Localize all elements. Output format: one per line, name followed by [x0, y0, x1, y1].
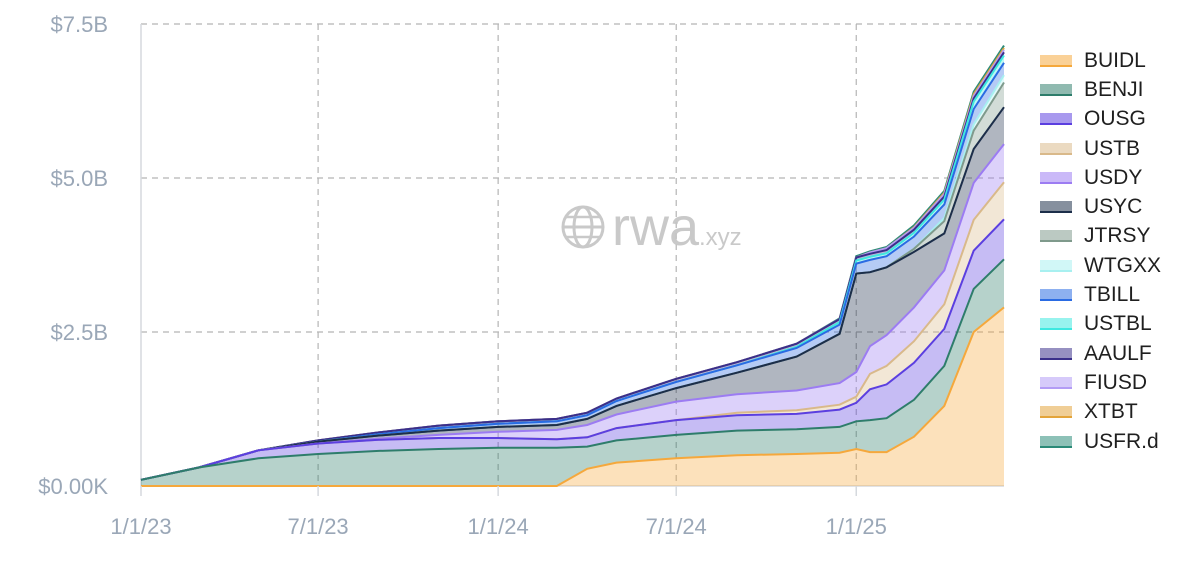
legend-item-ustbl[interactable]: USTBL [1040, 310, 1190, 339]
x-tick-label-2: 1/1/24 [468, 514, 529, 539]
legend-label: USDY [1084, 165, 1143, 189]
watermark: rwa .xyz [560, 196, 742, 258]
legend-label: FIUSD [1084, 370, 1147, 394]
legend-label: USTB [1084, 136, 1141, 160]
line-buidl [141, 306, 1005, 487]
legend-item-usyc[interactable]: USYC [1040, 192, 1190, 221]
legend-swatch [1040, 318, 1072, 331]
legend-swatch [1040, 142, 1072, 155]
legend-item-benji[interactable]: BENJI [1040, 75, 1190, 104]
y-tick-label-1: $2.5B [51, 320, 109, 345]
legend-swatch [1040, 435, 1072, 448]
legend-label: TBILL [1084, 283, 1141, 307]
y-tick-label-3: $7.5B [51, 12, 109, 37]
legend-label: AAULF [1084, 341, 1152, 365]
legend-item-buidl[interactable]: BUIDL [1040, 46, 1190, 75]
legend-label: OUSG [1084, 107, 1146, 131]
legend-item-fiusd[interactable]: FIUSD [1040, 368, 1190, 397]
legend-swatch [1040, 376, 1072, 389]
legend-label: BUIDL [1084, 48, 1146, 72]
legend-label: USYC [1084, 195, 1143, 219]
legend-item-tbill[interactable]: TBILL [1040, 280, 1190, 309]
watermark-main: rwa [612, 197, 700, 257]
y-axis: $0.00K $2.5B $5.0B $7.5B [38, 12, 108, 499]
legend-swatch [1040, 201, 1072, 214]
legend-swatch [1040, 259, 1072, 272]
y-tick-label-0: $0.00K [38, 474, 108, 499]
line-ousg [140, 218, 1005, 481]
legend-swatch [1040, 113, 1072, 126]
area-usyc [141, 107, 1004, 480]
grid-lines [140, 23, 1004, 487]
legend-label: WTGXX [1084, 253, 1161, 277]
x-tick-label-3: 7/1/24 [646, 514, 707, 539]
legend-label: XTBT [1084, 400, 1138, 424]
legend-swatch [1040, 406, 1072, 419]
legend-label: JTRSY [1084, 224, 1151, 248]
x-axis: 1/1/23 7/1/23 1/1/24 7/1/24 1/1/25 [110, 486, 887, 539]
line-usyc [140, 106, 1005, 481]
legend-swatch [1040, 289, 1072, 302]
legend-swatch [1040, 171, 1072, 184]
series-areas [140, 45, 1005, 487]
area-usdy [141, 144, 1004, 480]
legend-label: BENJI [1084, 77, 1144, 101]
legend-item-jtrsy[interactable]: JTRSY [1040, 222, 1190, 251]
globe-icon [561, 205, 605, 249]
legend-swatch [1040, 54, 1072, 67]
legend-item-usdy[interactable]: USDY [1040, 163, 1190, 192]
legend-item-ousg[interactable]: OUSG [1040, 105, 1190, 134]
legend-swatch [1040, 347, 1072, 360]
legend-swatch [1040, 83, 1072, 96]
y-tick-label-2: $5.0B [51, 166, 109, 191]
chart-canvas: $0.00K $2.5B $5.0B $7.5B 1/1/23 7/1/23 1/1/24… [38, 12, 1005, 539]
legend-item-usfr-d[interactable]: USFR.d [1040, 427, 1190, 456]
legend-label: USTBL [1084, 312, 1152, 336]
legend-swatch [1040, 230, 1072, 243]
x-tick-label-4: 1/1/25 [826, 514, 887, 539]
legend-item-aaulf[interactable]: AAULF [1040, 339, 1190, 368]
legend-label: USFR.d [1084, 429, 1159, 453]
x-tick-label-0: 1/1/23 [110, 514, 171, 539]
area-buidl [141, 307, 1004, 486]
x-tick-label-1: 7/1/23 [288, 514, 349, 539]
legend: BUIDL BENJI OUSG USTB USDY USYC JTRSY WTGXX TBIL… [1040, 46, 1190, 456]
watermark-sub: .xyz [699, 224, 742, 251]
legend-item-ustb[interactable]: USTB [1040, 134, 1190, 163]
legend-item-xtbt[interactable]: XTBT [1040, 398, 1190, 427]
legend-item-wtgxx[interactable]: WTGXX [1040, 251, 1190, 280]
line-aaulf [140, 51, 1005, 481]
line-benji [140, 258, 1005, 481]
